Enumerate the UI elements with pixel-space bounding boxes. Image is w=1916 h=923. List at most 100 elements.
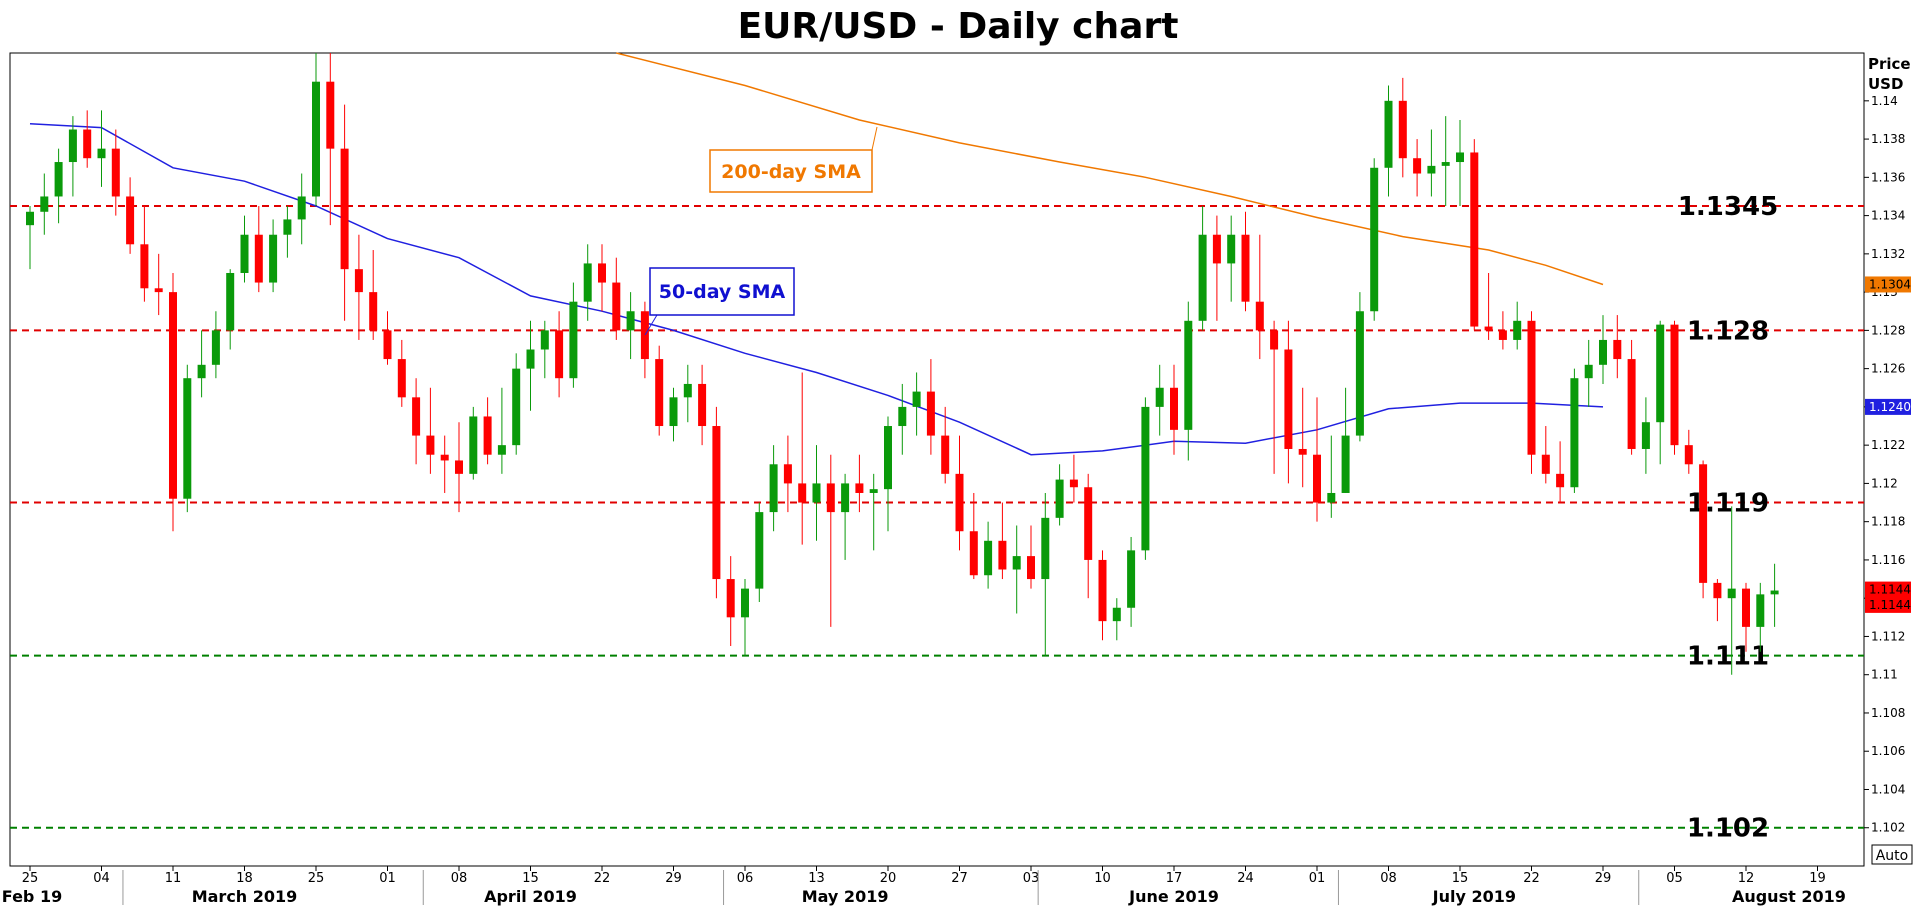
candle-body-50	[741, 588, 749, 618]
price-axis-header-line2: USD	[1868, 75, 1903, 93]
candle-body-8	[140, 244, 149, 289]
candle-body-36	[540, 330, 549, 350]
candle-22	[340, 104, 349, 321]
candle-1	[40, 173, 49, 235]
candle-body-4	[83, 129, 92, 159]
candle-2	[54, 148, 63, 224]
candle-73	[1069, 454, 1078, 503]
level-label-0: 1.1345	[1678, 192, 1778, 222]
date-axis-ticks: 25 04 11 18 25 01 08 15 22 29 06 13 20 27 03 10 17 24 01 08…	[22, 866, 1826, 886]
sma50-label-box: 50-day SMA	[644, 267, 795, 336]
candle-body-52	[769, 464, 778, 513]
candle-body-34	[512, 368, 521, 446]
candle-0	[26, 206, 34, 270]
close-price-tag: 1.1144	[1865, 596, 1911, 613]
candle-body-88	[1284, 349, 1293, 449]
x-tick-label-8: 22	[594, 871, 611, 886]
candle-117	[1699, 460, 1708, 599]
candle-body-120	[1742, 588, 1750, 627]
x-tick-label-19: 08	[1380, 871, 1397, 886]
candle-41	[612, 257, 621, 340]
candle-body-49	[726, 579, 735, 618]
candle-body-117	[1699, 464, 1708, 583]
candle-3	[68, 116, 77, 197]
candle-body-10	[169, 292, 177, 499]
candle-90	[1313, 397, 1321, 522]
candle-98	[1427, 129, 1436, 197]
candle-75	[1098, 550, 1107, 641]
x-tick-label-6: 08	[451, 871, 468, 886]
candle-body-54	[798, 483, 807, 503]
candle-body-99	[1441, 162, 1450, 166]
candle-body-6	[111, 148, 120, 197]
candle-94	[1370, 158, 1379, 321]
candle-64	[941, 406, 950, 484]
candle-54	[798, 372, 807, 545]
candle-120	[1742, 582, 1750, 652]
candle-body-74	[1084, 487, 1093, 560]
y-tick-label-9: 1.12	[1871, 476, 1898, 490]
candle-body-39	[583, 263, 592, 302]
candle-33	[497, 387, 506, 474]
candle-body-101	[1470, 152, 1479, 327]
candle-107	[1556, 441, 1565, 503]
sma50-label: 50-day SMA	[659, 281, 786, 303]
y-tick-label-7: 1.116	[1871, 553, 1905, 567]
x-tick-label-11: 13	[808, 871, 825, 886]
candle-body-113	[1641, 422, 1650, 449]
candle-38	[569, 282, 578, 388]
candle-79	[1155, 364, 1164, 436]
candle-body-122	[1770, 590, 1779, 595]
y-tick-label-2: 1.106	[1871, 744, 1905, 758]
candle-82	[1198, 206, 1207, 331]
candle-5	[97, 110, 106, 187]
candle-95	[1384, 85, 1393, 197]
auto-scale-button[interactable]: Auto	[1871, 844, 1913, 865]
candle-25	[383, 311, 392, 365]
candle-106	[1541, 426, 1550, 484]
candle-113	[1641, 397, 1650, 474]
candle-body-61	[898, 406, 907, 427]
level-label-3: 1.111	[1687, 642, 1769, 672]
candle-body-47	[698, 383, 707, 427]
candle-50	[741, 579, 749, 656]
candle-body-24	[369, 292, 378, 331]
sma200-price-tag: 1.1304	[1865, 276, 1911, 293]
candle-body-3	[68, 129, 77, 163]
candle-body-29	[440, 454, 449, 461]
candle-71	[1041, 492, 1050, 656]
candle-body-14	[226, 272, 235, 331]
x-tick-label-13: 27	[951, 871, 968, 886]
candle-103	[1498, 311, 1507, 350]
level-label-1: 1.128	[1687, 316, 1769, 346]
month-label-6: August 2019	[1732, 887, 1846, 906]
candle-body-12	[197, 364, 206, 379]
candle-58	[855, 454, 864, 513]
x-tick-label-9: 29	[665, 871, 682, 886]
candle-body-81	[1184, 320, 1193, 430]
candle-77	[1127, 536, 1136, 627]
candle-body-105	[1527, 320, 1536, 455]
candle-23	[354, 234, 363, 340]
candle-body-59	[869, 489, 878, 493]
candle-84	[1227, 215, 1236, 302]
candle-body-37	[555, 330, 564, 379]
candle-43	[640, 301, 649, 379]
candle-26	[397, 339, 406, 407]
y-tick-label-8: 1.118	[1871, 515, 1905, 529]
y-tick-label-13: 1.128	[1871, 323, 1905, 337]
x-tick-label-7: 15	[522, 871, 539, 886]
candle-body-90	[1313, 454, 1321, 503]
candle-30	[455, 422, 463, 513]
candle-body-46	[683, 383, 692, 398]
y-tick-label-10: 1.122	[1871, 438, 1905, 452]
candle-body-5	[97, 148, 106, 159]
candle-40	[598, 244, 606, 312]
candle-111	[1613, 315, 1622, 379]
candle-body-94	[1370, 167, 1379, 312]
candle-109	[1584, 339, 1593, 407]
x-tick-label-12: 20	[880, 871, 897, 886]
candle-6	[111, 129, 120, 216]
candle-body-43	[640, 311, 649, 360]
